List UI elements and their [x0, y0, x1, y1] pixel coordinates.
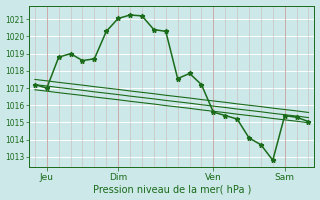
X-axis label: Pression niveau de la mer( hPa ): Pression niveau de la mer( hPa ) — [92, 184, 251, 194]
